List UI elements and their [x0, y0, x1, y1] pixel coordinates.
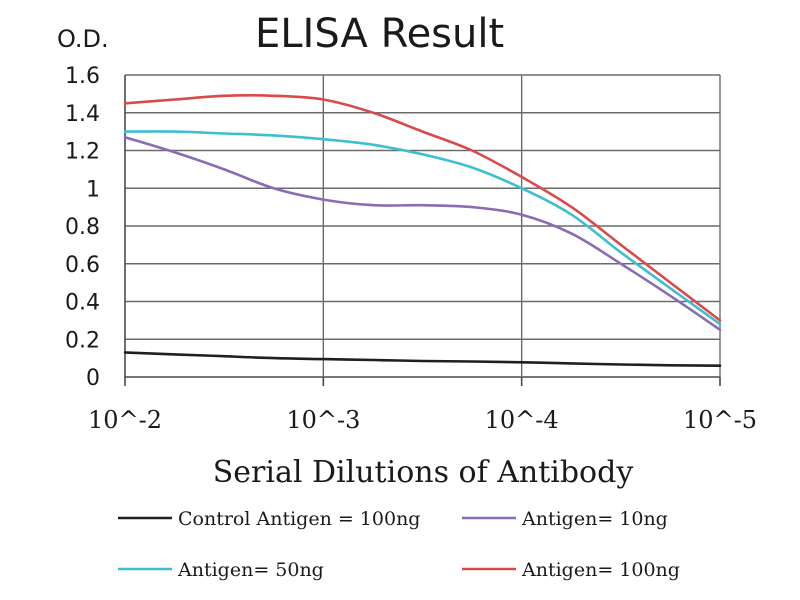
series-line-antigen-10ng: [123, 136, 722, 332]
x-axis-label: Serial Dilutions of Antibody: [213, 455, 634, 490]
series-line-antigen-50ng: [123, 130, 722, 326]
legend: Control Antigen = 100ng Antigen= 10ng Anti…: [118, 508, 680, 581]
legend-label-control-antigen-100ng: Control Antigen = 100ng: [178, 508, 420, 530]
x-tick-label: 10^-4: [485, 406, 559, 434]
legend-label-antigen-10ng: Antigen= 10ng: [521, 508, 668, 530]
y-tick-label: 1: [86, 177, 100, 202]
y-tick-label: 0.4: [65, 291, 100, 316]
x-tick-label: 10^-3: [286, 406, 360, 434]
y-tick-label: 0.6: [65, 253, 100, 278]
y-tick-label: 1.2: [65, 140, 100, 165]
series-line-control-antigen-100ng: [123, 351, 722, 367]
series-line-antigen-100ng: [123, 93, 722, 322]
x-tick-label: 10^-2: [88, 406, 162, 434]
series-lines: [123, 93, 722, 367]
y-tick-label: 0.8: [65, 215, 100, 240]
y-axis-label: O.D.: [57, 25, 109, 53]
y-tick-label: 0.2: [65, 328, 100, 353]
legend-label-antigen-100ng: Antigen= 100ng: [521, 559, 680, 581]
tick-labels: 0 0.2 0.4 0.6 0.8 1 1.2 1.4 1.6 10^-2 10^-3 10^-4 10…: [65, 64, 757, 434]
y-tick-label: 1.4: [65, 102, 100, 127]
legend-label-antigen-50ng: Antigen= 50ng: [177, 559, 324, 581]
y-tick-label: 1.6: [65, 64, 100, 89]
y-tick-label: 0: [86, 366, 100, 391]
grid-lines: [124, 74, 721, 386]
chart-title: ELISA Result: [255, 11, 504, 57]
x-tick-label: 10^-5: [683, 406, 757, 434]
